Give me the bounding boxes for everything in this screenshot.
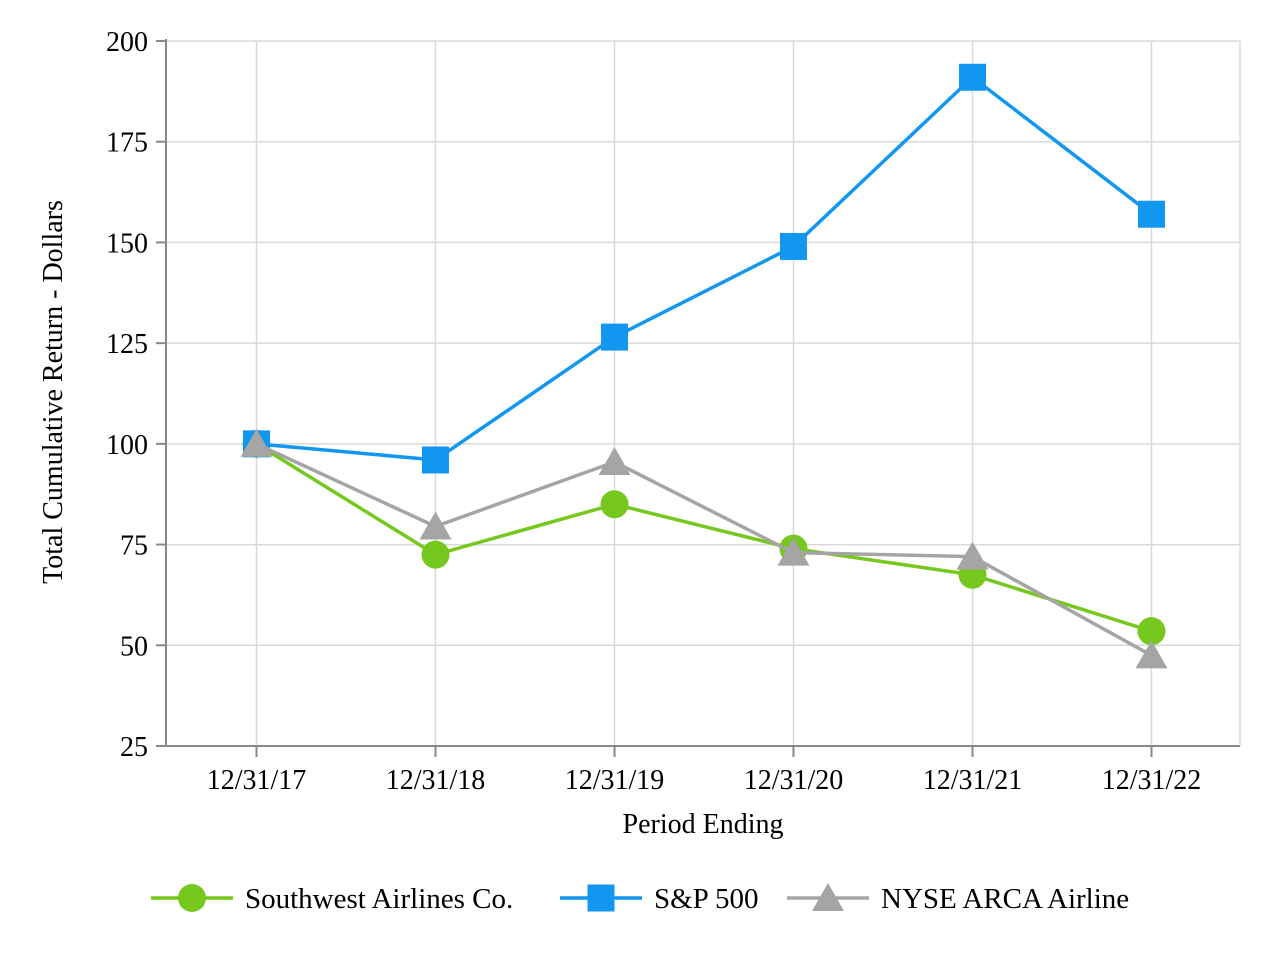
series-s-p-500 xyxy=(243,63,1165,474)
legend-triangle-marker-icon xyxy=(812,883,844,911)
legend-item-nyse-arca-airline: NYSE ARCA Airline xyxy=(787,883,1129,915)
legend-item-s-p-500: S&P 500 xyxy=(560,883,759,915)
y-tick-label: 150 xyxy=(106,228,148,259)
x-tick-label: 12/31/21 xyxy=(923,765,1023,796)
series-southwest-airlines-co xyxy=(242,429,1166,646)
axes xyxy=(156,39,1240,757)
legend-label: Southwest Airlines Co. xyxy=(245,883,513,915)
legend-item-southwest-airlines-co: Southwest Airlines Co. xyxy=(151,883,513,915)
x-tick-label: 12/31/22 xyxy=(1102,765,1202,796)
chart-gridlines xyxy=(166,40,1241,746)
y-axis-title: Total Cumulative Return - Dollars xyxy=(38,200,69,584)
x-axis-title: Period Ending xyxy=(623,809,784,840)
legend-square-marker-icon xyxy=(587,884,615,912)
data-point-marker xyxy=(959,63,986,91)
y-tick-label: 25 xyxy=(120,732,148,763)
series-nyse-arca-airline xyxy=(240,428,1168,669)
chart-legend: Southwest Airlines Co. S&P 500 NYSE ARCA A… xyxy=(151,883,1129,915)
x-tick-label: 12/31/20 xyxy=(744,765,844,796)
data-point-marker xyxy=(601,323,628,351)
series-line xyxy=(255,442,1153,633)
data-point-marker xyxy=(780,232,807,260)
x-tick-label: 12/31/19 xyxy=(565,765,665,796)
data-point-marker xyxy=(419,511,452,540)
data-point-marker xyxy=(1135,640,1168,669)
data-point-marker xyxy=(956,541,989,570)
data-point-marker xyxy=(422,446,449,474)
legend-circle-marker-icon xyxy=(178,884,206,912)
x-tick-label: 12/31/18 xyxy=(386,765,486,796)
y-tick-label: 50 xyxy=(120,631,148,662)
axis-labels: 200 175 150 125 100 75 50 25 12/31/17 12/31/18 12/… xyxy=(106,27,1201,796)
x-tick-label: 12/31/17 xyxy=(207,765,307,796)
series-line xyxy=(255,442,1153,657)
legend-label: NYSE ARCA Airline xyxy=(881,883,1129,915)
y-tick-label: 125 xyxy=(106,329,148,360)
y-tick-label: 100 xyxy=(106,430,148,461)
y-tick-label: 75 xyxy=(120,531,148,562)
data-point-marker xyxy=(240,428,273,457)
series-line xyxy=(256,74,1153,462)
data-point-marker xyxy=(421,540,450,569)
legend-label: S&P 500 xyxy=(654,883,759,915)
y-tick-label: 175 xyxy=(106,128,148,159)
data-point-marker xyxy=(777,537,810,566)
y-tick-label: 200 xyxy=(106,27,148,58)
data-point-marker xyxy=(598,446,631,475)
data-point-marker xyxy=(1137,617,1166,646)
data-point-marker xyxy=(1138,200,1165,228)
data-point-marker xyxy=(600,490,629,519)
